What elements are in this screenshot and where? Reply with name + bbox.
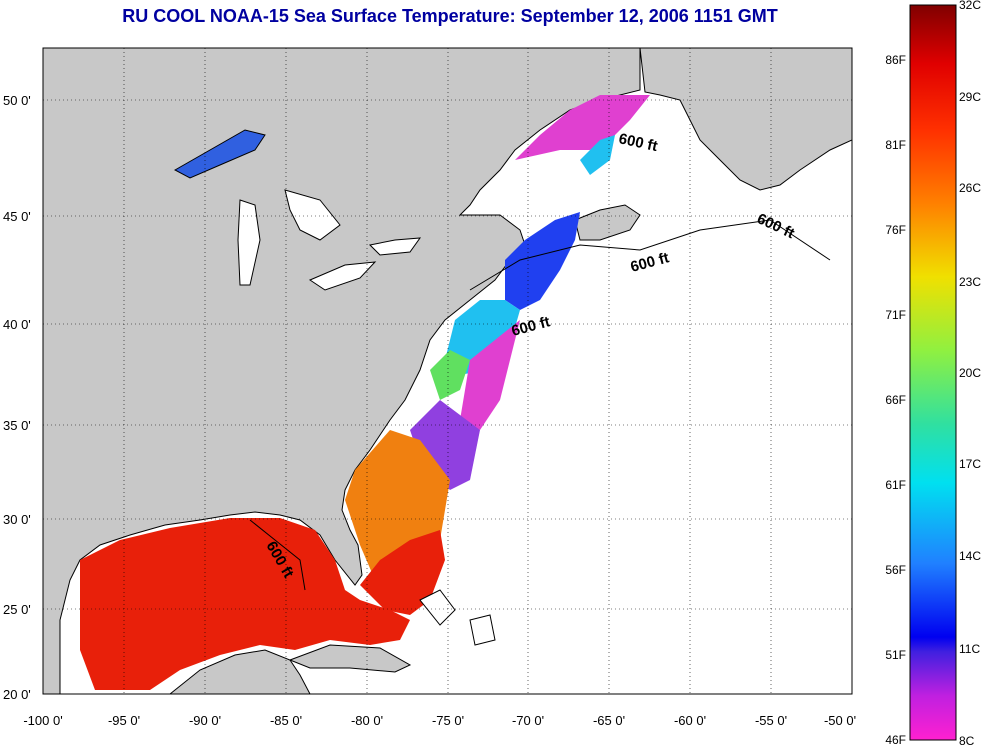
sst-gulf-of-mexico bbox=[80, 518, 410, 690]
colorbar-f-label: 86F bbox=[885, 53, 906, 67]
longitude-axis: -100 0' -95 0' -90 0' -85 0' -80 0' -75 … bbox=[23, 713, 856, 728]
colorbar-gradient bbox=[909, 4, 957, 741]
colorbar-c-label: 8C bbox=[959, 734, 975, 748]
colorbar-f-label: 46F bbox=[885, 733, 906, 747]
land-cuba bbox=[288, 644, 412, 673]
lon-label: -60 0' bbox=[674, 713, 706, 728]
lon-label: -95 0' bbox=[108, 713, 140, 728]
contour-600ft-east bbox=[469, 219, 831, 291]
colorbar-c-label: 26C bbox=[959, 181, 981, 195]
lake-superior bbox=[173, 129, 266, 179]
lake-erie bbox=[308, 261, 377, 291]
lon-label: -70 0' bbox=[512, 713, 544, 728]
sst-gulf-of-maine bbox=[505, 212, 580, 310]
land-yucatan bbox=[169, 649, 311, 694]
colorbar-f-label: 56F bbox=[885, 563, 906, 577]
lat-label: 30 0' bbox=[3, 512, 31, 527]
colorbar-c-label: 14C bbox=[959, 549, 981, 563]
lat-label: 35 0' bbox=[3, 418, 31, 433]
lon-label: -90 0' bbox=[189, 713, 221, 728]
colorbar-f-label: 51F bbox=[885, 648, 906, 662]
sst-gulf-stream bbox=[360, 530, 445, 615]
colorbar-f-label: 81F bbox=[885, 138, 906, 152]
lake-michigan bbox=[237, 199, 261, 286]
latitude-axis: 50 0' 45 0' 40 0' 35 0' 30 0' 25 0' 20 0… bbox=[3, 93, 31, 702]
lat-label: 45 0' bbox=[3, 209, 31, 224]
sst-st-lawrence-cyan bbox=[580, 135, 615, 175]
lon-label: -80 0' bbox=[351, 713, 383, 728]
lon-label: -50 0' bbox=[824, 713, 856, 728]
land-bahamas bbox=[419, 589, 496, 646]
lon-label: -100 0' bbox=[23, 713, 62, 728]
land-mass bbox=[43, 48, 641, 694]
land-nova-scotia bbox=[574, 204, 641, 241]
sst-midatlantic-green bbox=[430, 350, 470, 400]
map-title: RU COOL NOAA-15 Sea Surface Temperature:… bbox=[122, 6, 778, 26]
colorbar-f-label: 76F bbox=[885, 223, 906, 237]
lat-label: 20 0' bbox=[3, 687, 31, 702]
lon-label: -55 0' bbox=[755, 713, 787, 728]
sst-st-lawrence bbox=[515, 95, 650, 160]
lon-label: -65 0' bbox=[593, 713, 625, 728]
map-frame bbox=[42, 47, 853, 695]
colorbar-c-label: 29C bbox=[959, 90, 981, 104]
colorbar-f-label: 66F bbox=[885, 393, 906, 407]
sst-midatlantic-cyan bbox=[445, 300, 520, 375]
colorbar: 32C 29C 26C 23C 20C 17C 14C 11C 8C 86F 8… bbox=[885, 0, 981, 748]
lat-label: 25 0' bbox=[3, 602, 31, 617]
lat-label: 50 0' bbox=[3, 93, 31, 108]
colorbar-f-label: 61F bbox=[885, 478, 906, 492]
lon-label: -85 0' bbox=[270, 713, 302, 728]
colorbar-c-label: 11C bbox=[959, 642, 980, 656]
map-area bbox=[43, 48, 852, 694]
graticule bbox=[43, 48, 852, 694]
colorbar-c-label: 23C bbox=[959, 275, 981, 289]
lat-label: 40 0' bbox=[3, 317, 31, 332]
colorbar-f-label: 71F bbox=[885, 308, 906, 322]
land-maritimes bbox=[639, 48, 852, 191]
colorbar-c-label: 20C bbox=[959, 366, 981, 380]
sst-offshore-magenta bbox=[460, 320, 520, 430]
lon-label: -75 0' bbox=[432, 713, 464, 728]
contour-600ft-gulf bbox=[249, 519, 306, 591]
lake-huron bbox=[284, 189, 341, 241]
colorbar-c-label: 17C bbox=[959, 457, 981, 471]
colorbar-c-label: 32C bbox=[959, 0, 981, 12]
lake-ontario bbox=[368, 237, 422, 256]
